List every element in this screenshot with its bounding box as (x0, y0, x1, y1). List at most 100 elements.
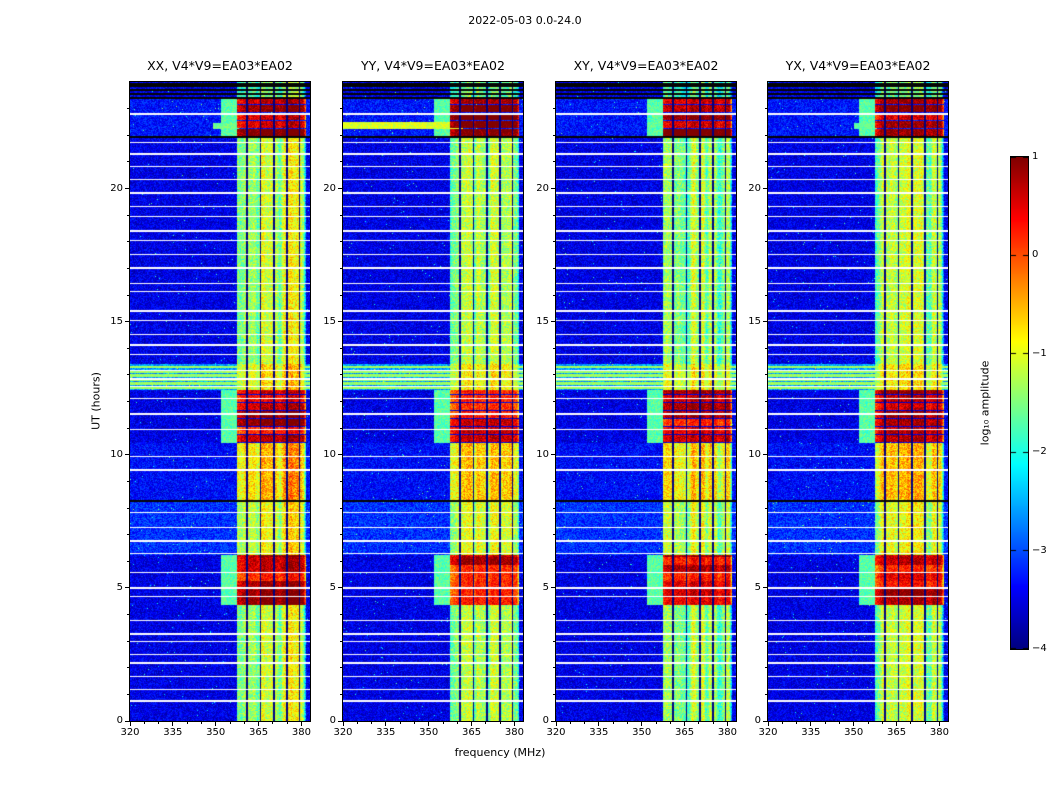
y-minor-tick (765, 108, 767, 110)
x-tick (385, 722, 387, 726)
y-tick (125, 188, 129, 189)
y-tick-label: 10 (110, 448, 123, 460)
y-minor-tick (553, 294, 555, 296)
y-tick-label: 10 (323, 448, 336, 460)
x-tick-label: 350 (844, 727, 864, 738)
colorbar-tick-label: 0 (1032, 249, 1039, 261)
x-tick (767, 722, 769, 726)
y-minor-tick (553, 480, 555, 482)
y-minor-tick (127, 108, 129, 110)
spectrogram-image-yy (343, 82, 523, 721)
y-minor-tick (127, 267, 129, 269)
panel-title-yx: YX, V4*V9=EA03*EA02 (785, 58, 931, 73)
y-tick-label: 0 (754, 715, 761, 726)
x-tick-label: 335 (376, 727, 396, 738)
x-tick-label: 320 (333, 727, 353, 738)
x-minor-tick (838, 722, 840, 724)
y-tick (125, 321, 129, 323)
y-minor-tick (553, 614, 555, 615)
colorbar-tick-label: 1 (1032, 151, 1039, 162)
x-minor-tick (910, 722, 912, 724)
y-minor-tick (340, 347, 342, 349)
y-tick (551, 321, 555, 323)
y-minor-tick (765, 294, 767, 296)
x-tick-label: 365 (249, 727, 269, 738)
x-tick (471, 722, 473, 726)
y-minor-tick (553, 161, 555, 163)
y-minor-tick (765, 374, 767, 376)
x-tick (428, 722, 430, 726)
y-minor-tick (127, 614, 129, 615)
y-minor-tick (765, 241, 767, 243)
y-minor-tick (127, 214, 129, 216)
spectrogram-panel-xx (129, 81, 311, 722)
y-tick-label: 15 (748, 315, 761, 327)
y-tick (338, 720, 342, 722)
x-minor-tick (356, 722, 358, 724)
colorbar-tick-label: −2 (1032, 446, 1047, 458)
y-tick (763, 321, 767, 323)
y-minor-tick (765, 480, 767, 482)
y-tick (125, 587, 129, 589)
panel-title-yy: YY, V4*V9=EA03*EA02 (361, 58, 505, 73)
x-tick (598, 722, 600, 726)
x-tick-label: 380 (929, 727, 949, 738)
x-minor-tick (186, 722, 188, 724)
y-minor-tick (553, 640, 555, 642)
y-tick (763, 188, 767, 189)
y-minor-tick (127, 401, 129, 402)
y-minor-tick (553, 507, 555, 509)
x-minor-tick (712, 722, 714, 724)
y-tick-label: 20 (323, 182, 336, 194)
spectrogram-panel-xy (555, 81, 737, 722)
y-tick (551, 720, 555, 722)
y-tick (551, 454, 555, 456)
y-tick-label: 15 (536, 315, 549, 327)
y-minor-tick (553, 560, 555, 562)
y-minor-tick (340, 693, 342, 695)
y-minor-tick (765, 347, 767, 349)
x-tick (938, 722, 940, 726)
y-minor-tick (553, 693, 555, 695)
y-tick (551, 188, 555, 189)
y-tick-label: 5 (542, 581, 549, 593)
y-tick-label: 20 (110, 182, 123, 194)
spectrogram-panel-yx (767, 81, 949, 722)
y-tick (125, 720, 129, 722)
x-tick (853, 722, 855, 726)
x-tick (555, 722, 557, 726)
y-minor-tick (127, 667, 129, 669)
y-minor-tick (340, 134, 342, 136)
x-minor-tick (612, 722, 614, 724)
y-tick-label: 15 (323, 315, 336, 327)
x-tick-label: 320 (120, 727, 140, 738)
y-tick (551, 587, 555, 589)
spectrogram-panel-yy (342, 81, 524, 722)
y-minor-tick (553, 241, 555, 243)
y-minor-tick (340, 241, 342, 243)
y-tick (338, 188, 342, 189)
y-minor-tick (340, 560, 342, 562)
x-minor-tick (413, 722, 415, 724)
y-tick (125, 454, 129, 456)
y-minor-tick (765, 693, 767, 695)
y-minor-tick (340, 507, 342, 509)
x-minor-tick (485, 722, 487, 724)
y-minor-tick (553, 427, 555, 429)
y-tick-label: 10 (536, 448, 549, 460)
x-tick-label: 350 (632, 727, 652, 738)
x-tick-label: 365 (887, 727, 907, 738)
y-minor-tick (340, 534, 342, 536)
y-minor-tick (340, 667, 342, 669)
x-minor-tick (158, 722, 160, 724)
colorbar-label: log₁₀ amplitude (978, 360, 992, 446)
panel-title-xy: XY, V4*V9=EA03*EA02 (573, 58, 719, 73)
y-minor-tick (765, 667, 767, 669)
x-minor-tick (143, 722, 145, 724)
x-minor-tick (371, 722, 373, 724)
spectrogram-image-yx (768, 82, 948, 721)
x-tick-label: 380 (504, 727, 524, 738)
x-minor-tick (456, 722, 458, 724)
y-minor-tick (765, 401, 767, 402)
spectrogram-image-xy (556, 82, 736, 721)
